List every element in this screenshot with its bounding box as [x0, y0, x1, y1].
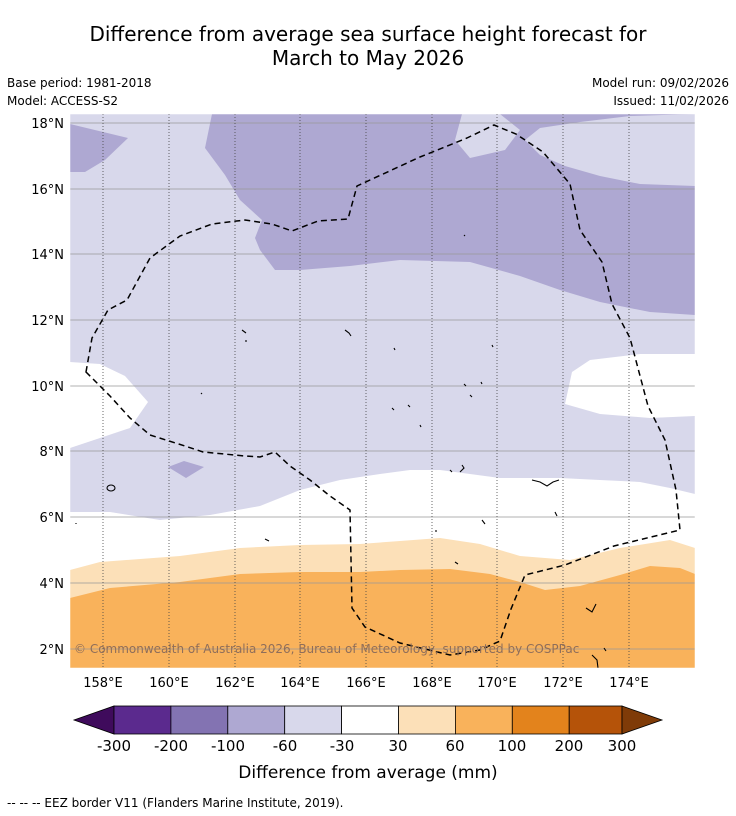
map-area: © Commonwealth of Australia 2026, Bureau… [70, 114, 695, 668]
colorbar-tick: 200 [555, 737, 584, 755]
colorbar-tick: 60 [445, 737, 464, 755]
lat-label: 14°N [31, 248, 64, 263]
lat-label: 10°N [31, 380, 64, 395]
lat-label: 2°N [40, 643, 65, 658]
lon-label: 160°E [149, 676, 189, 691]
longitude-gridlines [102, 114, 630, 668]
colorbar-tick: -300 [97, 737, 131, 755]
issued-date: Issued: 11/02/2026 [613, 94, 729, 108]
base-period: Base period: 1981-2018 [7, 76, 152, 90]
lon-label: 162°E [215, 676, 255, 691]
lon-label: 164°E [280, 676, 320, 691]
meta-left: Base period: 1981-2018 Model: ACCESS-S2 [7, 74, 152, 110]
colorbar-segment [170, 705, 229, 735]
title-line-1: Difference from average sea surface heig… [89, 22, 647, 46]
copyright-text: © Commonwealth of Australia 2026, Bureau… [74, 642, 579, 656]
title-line-2: March to May 2026 [271, 46, 465, 70]
map-frame [69, 113, 696, 669]
colorbar-tick: 100 [498, 737, 527, 755]
meta-right: Model run: 09/02/2026 Issued: 11/02/2026 [592, 74, 729, 110]
lat-label: 6°N [40, 511, 65, 526]
colorbar: -300 -200 -100 -60 -30 30 60 100 200 300… [72, 705, 664, 783]
lon-label: 174°E [609, 676, 649, 691]
colorbar-title: Difference from average (mm) [238, 763, 497, 783]
pocket-light-top-center [455, 114, 520, 158]
band-orange [70, 566, 695, 668]
colorbar-segment [113, 705, 172, 735]
islands [75, 234, 607, 668]
longitude-axis: 158°E 160°E 162°E 164°E 166°E 168°E 170°… [83, 676, 649, 691]
colorbar-segment [227, 705, 286, 735]
lon-label: 172°E [543, 676, 583, 691]
colorbar-tick: -100 [211, 737, 245, 755]
lon-label: 166°E [346, 676, 386, 691]
region-purple-small [168, 461, 204, 478]
lon-label: 168°E [412, 676, 452, 691]
colorbar-segment [341, 705, 399, 735]
latitude-gridlines [70, 122, 695, 650]
lat-label: 16°N [31, 183, 64, 198]
colorbar-tick: -60 [273, 737, 298, 755]
colorbar-tick: 30 [388, 737, 407, 755]
colorbar-tick: -30 [330, 737, 355, 755]
lat-label: 18°N [31, 117, 64, 132]
colorbar-tick: 300 [608, 737, 637, 755]
colorbar-segment [454, 705, 513, 735]
eez-border [85, 124, 681, 656]
lat-label: 8°N [40, 445, 65, 460]
white-patch-left [70, 362, 148, 448]
footnote-eez: -- -- -- EEZ border V11 (Flanders Marine… [7, 796, 344, 810]
colorbar-segment [398, 705, 456, 735]
colorbar-tick: -200 [154, 737, 188, 755]
colorbar-segment [568, 705, 623, 735]
lon-label: 158°E [83, 676, 123, 691]
model-run: Model run: 09/02/2026 [591, 76, 729, 90]
lat-label: 4°N [40, 577, 65, 592]
colorbar-segment [284, 705, 343, 735]
lat-label: 12°N [31, 314, 64, 329]
region-purple-top-left [70, 124, 128, 172]
chart-title: Difference from average sea surface heig… [0, 22, 736, 70]
colorbar-arrow-high [621, 705, 664, 735]
lon-label: 170°E [477, 676, 517, 691]
colorbar-arrow-low [72, 705, 115, 735]
model-name: Model: ACCESS-S2 [7, 94, 119, 108]
pocket-light-top-right [525, 114, 695, 186]
latitude-axis: 18°N 16°N 14°N 12°N 10°N 8°N 6°N 4°N 2°N [31, 117, 64, 658]
colorbar-segment [511, 705, 570, 735]
colorbar-tick-labels: -300 -200 -100 -60 -30 30 60 100 200 300 [97, 737, 636, 755]
